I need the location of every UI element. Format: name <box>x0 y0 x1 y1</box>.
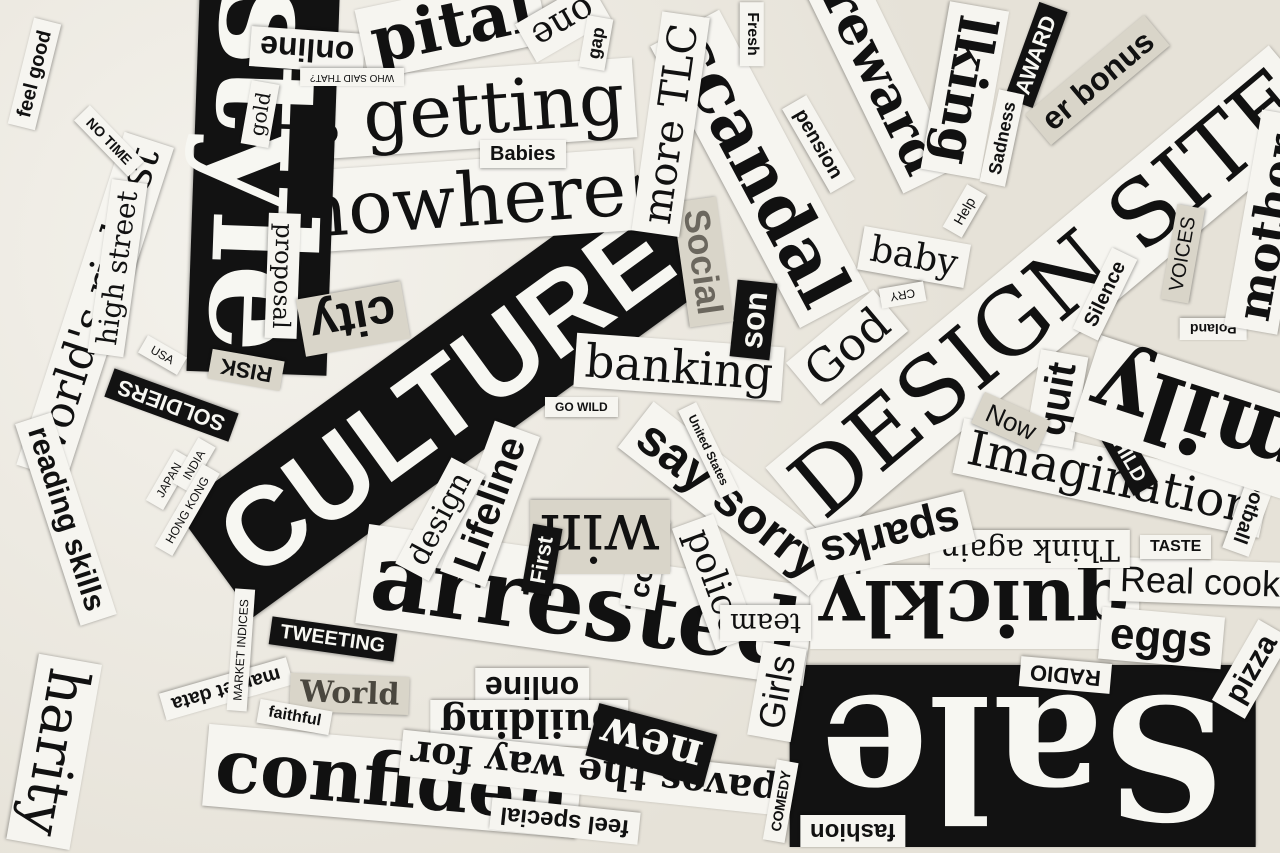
clipping-babies: Babies <box>480 140 566 168</box>
clipping-son: son <box>729 279 778 361</box>
clipping-team: team <box>720 605 812 641</box>
clipping-feel-good: feel good <box>7 17 62 131</box>
clipping-who-said-that: WHO SAID THAT? <box>300 68 405 86</box>
clipping-online-top: online <box>248 26 366 74</box>
clipping-proposal: proposal <box>264 212 301 340</box>
clipping-eggs: eggs <box>1097 606 1225 670</box>
clipping-baby: baby <box>856 225 971 289</box>
clipping-fresh: Fresh <box>739 2 764 66</box>
clipping-quickly: quickly <box>810 563 1140 652</box>
clipping-cry: CRY <box>878 281 927 309</box>
clipping-taste: TASTE <box>1140 535 1212 559</box>
clipping-go-wild: GO WILD <box>545 397 618 417</box>
clipping-charity: harity <box>6 653 103 851</box>
clipping-fashion: fashion <box>800 815 906 847</box>
clipping-real-cooking: Real cooki <box>1109 556 1280 608</box>
clipping-help: Help <box>942 184 987 238</box>
